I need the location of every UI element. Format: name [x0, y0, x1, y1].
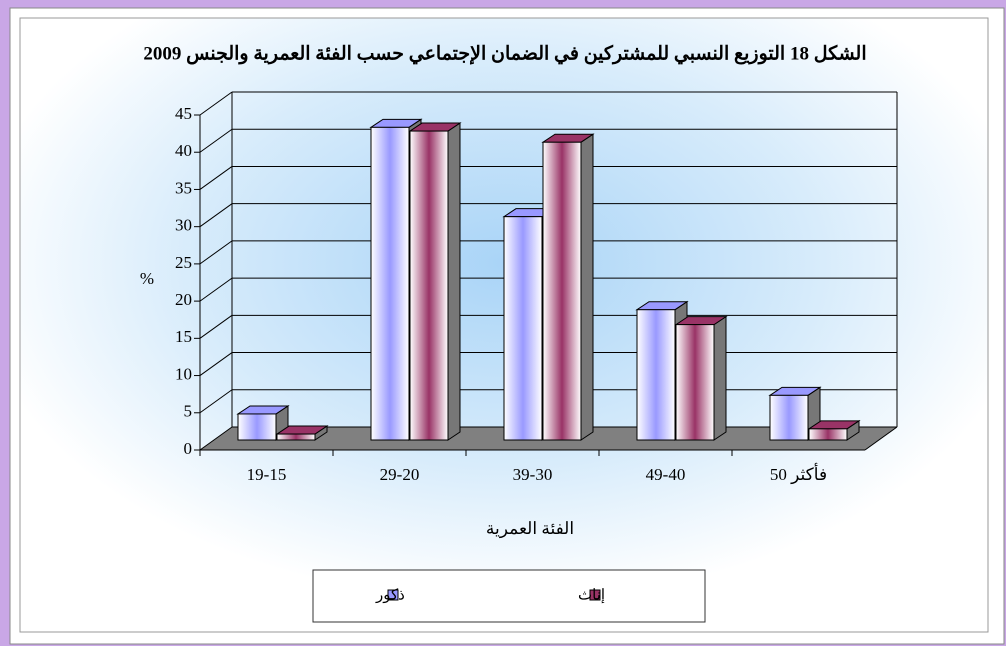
grid-line-side	[199, 389, 233, 414]
grid-line-side	[199, 166, 233, 190]
bar-front	[237, 413, 277, 441]
bar	[674, 315, 728, 441]
bar	[807, 419, 861, 441]
y-tick-label: 0	[184, 439, 193, 458]
x-tick-label: 49-40	[646, 465, 686, 484]
y-tick-label: 40	[175, 141, 192, 160]
bar-front	[636, 309, 676, 441]
grid-line-side	[199, 426, 233, 451]
bar-front	[675, 324, 715, 441]
bar	[768, 386, 822, 441]
grid-line-side	[199, 91, 233, 116]
y-tick-label: 25	[175, 253, 192, 272]
y-axis-label: %	[140, 269, 154, 288]
bar	[275, 425, 329, 441]
y-tick-label: 45	[175, 104, 192, 123]
x-tick-label: 19-15	[247, 465, 287, 484]
x-axis-label: الفئة العمرية	[486, 519, 574, 539]
grid-line-side	[199, 277, 233, 302]
legend-label: ذكور	[375, 587, 405, 603]
bar-side	[580, 133, 594, 441]
bar-front	[808, 428, 848, 441]
bar-front	[542, 141, 582, 441]
y-tick-label: 30	[175, 216, 192, 235]
bar-front	[370, 126, 410, 441]
bar-side	[713, 315, 727, 441]
bar-front	[769, 394, 809, 441]
y-tick-label: 10	[175, 364, 192, 383]
bar	[408, 122, 462, 441]
x-tick-label: فأكثر 50	[770, 462, 827, 485]
legend-swatch	[387, 589, 399, 601]
grid-line-side	[199, 314, 233, 339]
x-tick-label: 39-30	[513, 465, 553, 484]
bar-front	[503, 216, 543, 441]
grid-line-side	[199, 352, 233, 376]
grid-line-side	[199, 203, 233, 228]
x-tick-label: 29-20	[380, 465, 420, 484]
legend-label: إناث	[578, 587, 605, 603]
grid-line-side	[199, 240, 233, 265]
grid-line-side	[199, 128, 233, 153]
y-tick-label: 20	[175, 290, 192, 309]
chart-title: الشكل 18 التوزيع النسبي للمشتركين في الض…	[143, 43, 866, 65]
y-tick-label: 5	[184, 402, 193, 421]
floor-right	[864, 426, 898, 451]
y-tick-label: 35	[175, 178, 192, 197]
bar	[541, 133, 595, 441]
legend-swatch	[589, 589, 601, 601]
y-tick-label: 15	[175, 327, 192, 346]
legend	[312, 569, 706, 623]
bar-side	[447, 122, 461, 441]
bar-front	[276, 433, 316, 441]
bar	[236, 405, 290, 441]
bar-front	[409, 130, 449, 441]
